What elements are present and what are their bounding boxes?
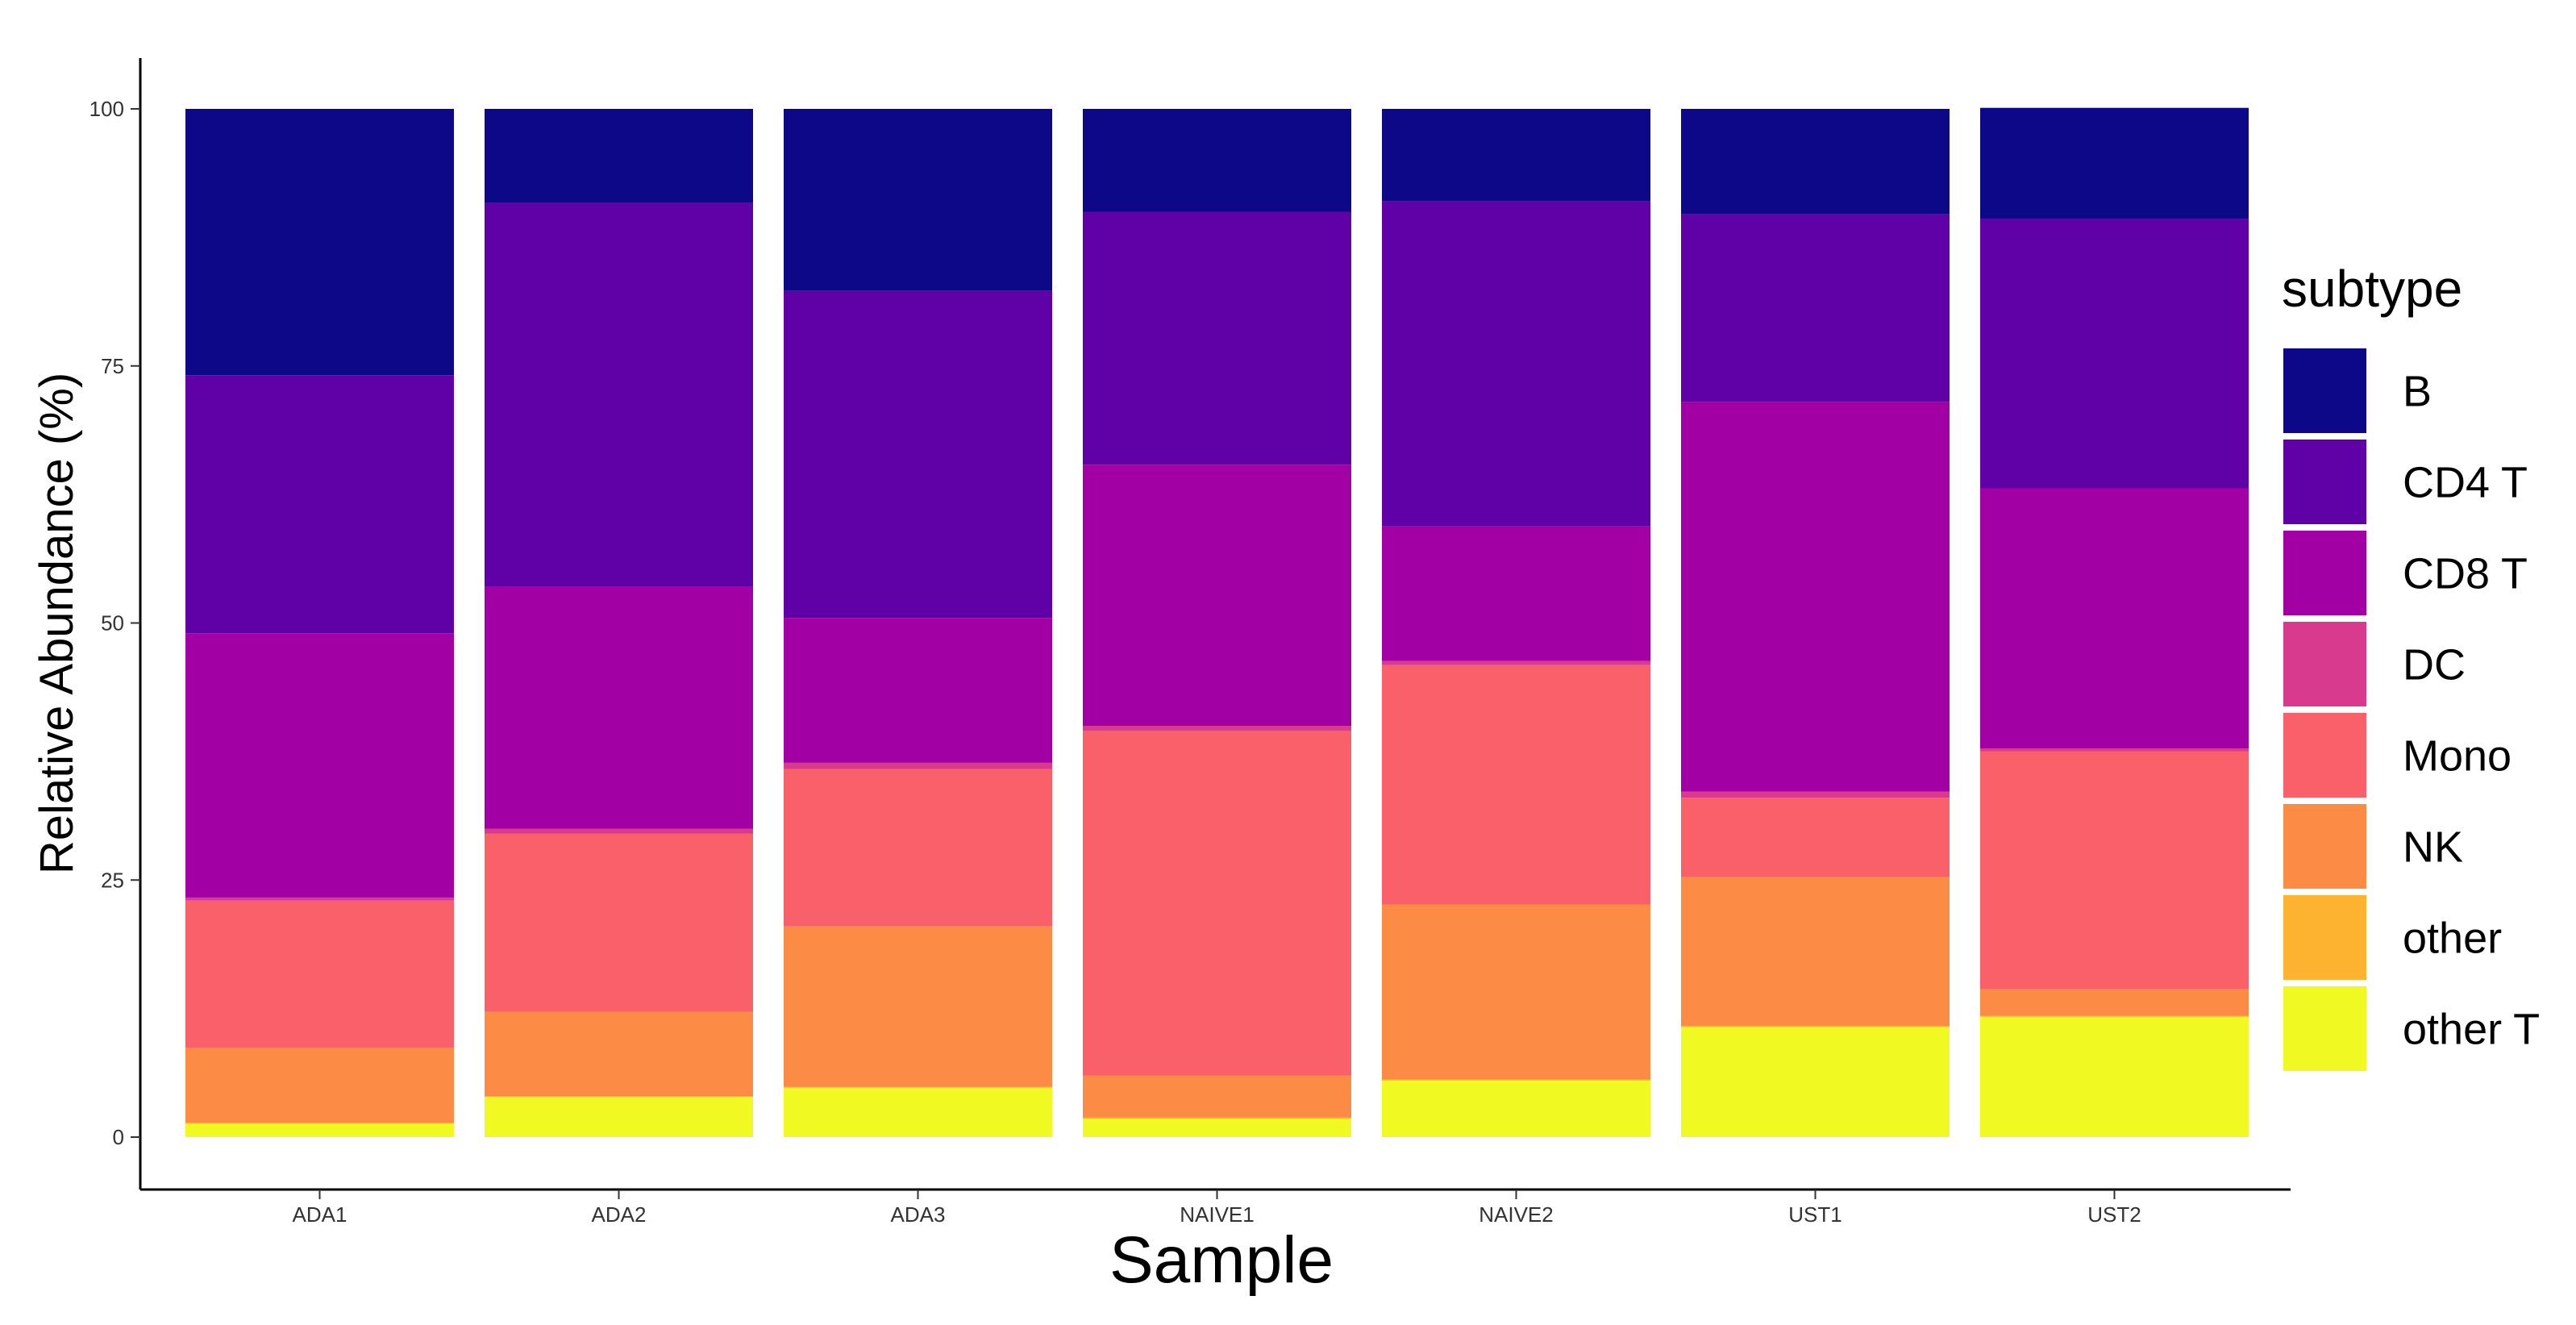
bar-segment-naive2-mono xyxy=(1382,665,1650,905)
legend-key-cd4-t xyxy=(2282,438,2368,526)
bar-segment-ust2-cd4-t xyxy=(1980,219,2249,489)
bar-segment-ust1-b xyxy=(1681,109,1950,215)
legend: subtype B CD4 T CD8 T DC Mono NK other other T xyxy=(2282,260,2540,1073)
legend-label-mono: Mono xyxy=(2403,732,2511,781)
bar-segment-naive1-other-t xyxy=(1083,1119,1351,1137)
legend-label-cd4-t: CD4 T xyxy=(2403,459,2528,507)
y-ticks: 0 25 50 75 100 xyxy=(89,97,140,1149)
bar-segment-naive1-b xyxy=(1083,109,1351,212)
bar-segment-ada2-cd8-t xyxy=(485,586,753,829)
bar-segment-naive2-other-t xyxy=(1382,1080,1650,1137)
legend-key-b xyxy=(2282,347,2368,435)
bar-segment-ada3-b xyxy=(784,109,1052,291)
bar-segment-ada1-b xyxy=(185,109,454,376)
bar-segment-ust1-nk xyxy=(1681,877,1950,1027)
bar-segment-ada1-cd8-t xyxy=(185,633,454,898)
bar-segment-naive2-other xyxy=(1382,1079,1650,1081)
bar-segment-naive2-cd4-t xyxy=(1382,201,1650,527)
bar-segment-ust2-mono xyxy=(1980,751,2249,990)
x-tick-label: NAIVE1 xyxy=(1180,1202,1255,1227)
x-tick-label: ADA3 xyxy=(891,1202,946,1227)
y-tick-label: 50 xyxy=(101,611,124,635)
bar-segment-ada2-dc xyxy=(485,828,753,834)
x-tick-label: UST1 xyxy=(1788,1202,1841,1227)
bar-segment-ada3-other-t xyxy=(784,1087,1052,1137)
x-ticks: ADA1 ADA2 ADA3 NAIVE1 NAIVE2 UST1 UST2 xyxy=(293,1190,2141,1227)
bar-segment-ada2-other xyxy=(485,1096,753,1098)
bar-segment-ada3-other xyxy=(784,1086,1052,1088)
legend-label-cd8-t: CD8 T xyxy=(2403,550,2528,598)
bar-segment-naive1-cd4-t xyxy=(1083,211,1351,465)
x-tick-label: ADA2 xyxy=(592,1202,647,1227)
legend-key-dc xyxy=(2282,620,2368,708)
y-tick-label: 0 xyxy=(113,1125,124,1149)
bar-segment-naive2-cd8-t xyxy=(1382,526,1650,661)
bar-segment-ada2-other-t xyxy=(485,1097,753,1137)
bar-segment-ada1-cd4-t xyxy=(185,375,454,634)
bar-segment-naive1-nk xyxy=(1083,1075,1351,1118)
y-axis-title: Relative Abundance (%) xyxy=(31,373,83,874)
bar-segment-ada2-mono xyxy=(485,833,753,1012)
bar-segment-ust1-other-t xyxy=(1681,1027,1950,1137)
bar-segment-ust1-other xyxy=(1681,1026,1950,1027)
bar-segment-naive1-dc xyxy=(1083,726,1351,731)
bar-segment-ust1-cd4-t xyxy=(1681,214,1950,402)
bar-segment-ust2-other-t xyxy=(1980,1016,2249,1137)
bar-segment-ada3-cd8-t xyxy=(784,618,1052,763)
legend-label-nk: NK xyxy=(2403,823,2463,872)
legend-key-nk xyxy=(2282,802,2368,890)
x-tick-label: UST2 xyxy=(2087,1202,2141,1227)
bar-segment-ada3-cd4-t xyxy=(784,290,1052,619)
y-tick-label: 25 xyxy=(101,868,124,892)
bar-segment-ada1-nk xyxy=(185,1048,454,1123)
bar-segment-ada3-mono xyxy=(784,769,1052,927)
bar-segment-naive2-nk xyxy=(1382,904,1650,1080)
bar-segment-ada1-dc xyxy=(185,897,454,901)
legend-label-b: B xyxy=(2403,368,2432,416)
legend-key-other-t xyxy=(2282,985,2368,1073)
bar-segment-ust1-cd8-t xyxy=(1681,402,1950,792)
bar-segment-ust2-nk xyxy=(1980,989,2249,1016)
bar-segment-ada2-nk xyxy=(485,1011,753,1096)
bar-segment-ust2-other xyxy=(1980,1015,2249,1017)
bar-segment-ust2-cd8-t xyxy=(1980,488,2249,749)
bar-segment-ada2-cd4-t xyxy=(485,202,753,587)
legend-key-cd8-t xyxy=(2282,529,2368,617)
bar-segment-ust2-dc xyxy=(1980,748,2249,752)
bar-segment-ust1-mono xyxy=(1681,798,1950,877)
legend-label-other-t: other T xyxy=(2403,1006,2540,1054)
bars-layer xyxy=(185,107,2249,1137)
bar-segment-ada1-other-t xyxy=(185,1123,454,1137)
bar-segment-ada1-mono xyxy=(185,900,454,1048)
legend-title: subtype xyxy=(2282,260,2462,318)
x-tick-label: ADA1 xyxy=(293,1202,347,1227)
bar-segment-ust1-dc xyxy=(1681,791,1950,798)
x-tick-label: NAIVE2 xyxy=(1479,1202,1554,1227)
bar-segment-naive2-dc xyxy=(1382,660,1650,665)
bar-segment-naive1-mono xyxy=(1083,731,1351,1076)
bar-segment-ada2-b xyxy=(485,109,753,203)
bar-segment-naive1-other xyxy=(1083,1117,1351,1119)
x-axis-title: Sample xyxy=(1109,1223,1334,1297)
bar-segment-ust2-b xyxy=(1980,107,2249,219)
y-tick-label: 75 xyxy=(101,354,124,378)
legend-label-other: other xyxy=(2403,915,2502,963)
bar-segment-ada3-dc xyxy=(784,762,1052,769)
y-tick-label: 100 xyxy=(89,97,124,121)
legend-key-mono xyxy=(2282,711,2368,799)
bar-segment-naive2-b xyxy=(1382,109,1650,202)
bar-segment-ada3-nk xyxy=(784,926,1052,1087)
legend-key-other xyxy=(2282,894,2368,981)
bar-segment-naive1-cd8-t xyxy=(1083,465,1351,726)
legend-label-dc: DC xyxy=(2403,641,2466,690)
